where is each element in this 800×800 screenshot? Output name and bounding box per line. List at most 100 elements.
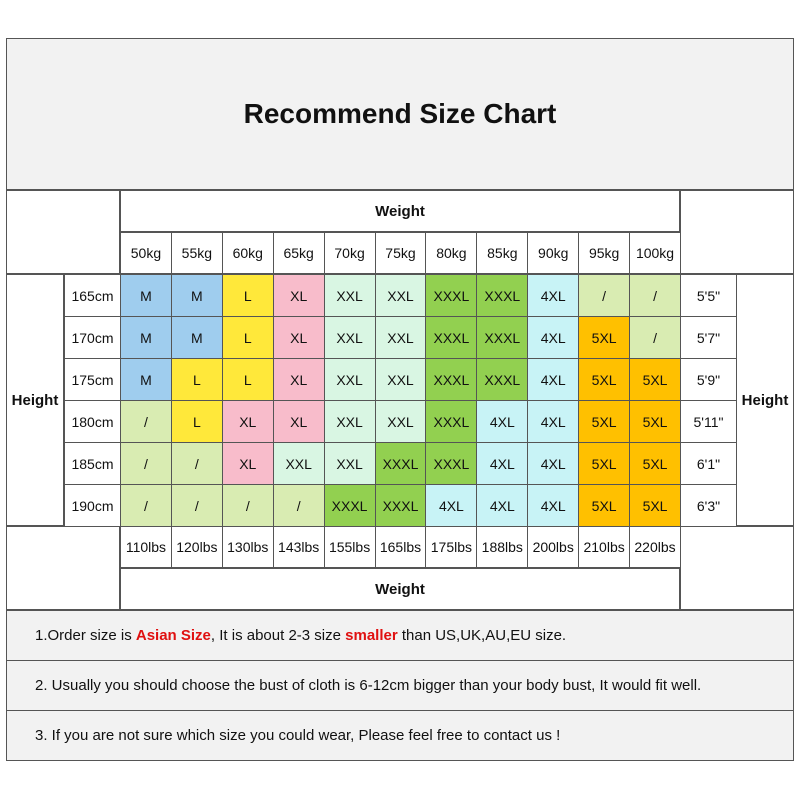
kg-cell: 55kg xyxy=(170,232,223,274)
cm-cell: 175cm xyxy=(64,358,121,401)
size-cell: XXXL xyxy=(374,442,427,485)
size-cell: L xyxy=(221,316,274,359)
size-cell: XXL xyxy=(323,400,376,443)
size-cell: XL xyxy=(221,442,274,485)
note: 2. Usually you should choose the bust of… xyxy=(6,660,794,711)
corner-bottom xyxy=(6,526,120,610)
size-cell: XXL xyxy=(323,316,376,359)
size-cell: 5XL xyxy=(578,442,631,485)
cm-cell: 180cm xyxy=(64,400,121,443)
size-cell: XXL xyxy=(323,358,376,401)
kg-cell: 95kg xyxy=(578,232,631,274)
cm-cell: 165cm xyxy=(64,274,121,317)
size-cell: XXL xyxy=(323,442,376,485)
lbs-cell: 188lbs xyxy=(476,526,529,568)
size-cell: 5XL xyxy=(578,358,631,401)
size-cell: XXL xyxy=(374,316,427,359)
size-cell: 5XL xyxy=(629,484,681,527)
size-cell: 4XL xyxy=(476,484,529,527)
note-text: 1.Order size is xyxy=(35,627,136,644)
size-cell: / xyxy=(629,274,681,317)
size-cell: / xyxy=(120,400,172,443)
corner-right xyxy=(680,190,794,274)
size-cell: 4XL xyxy=(476,400,529,443)
corner-bottom-right xyxy=(680,526,794,610)
note-text: 2. Usually you should choose the bust of… xyxy=(35,677,702,694)
lbs-cell: 120lbs xyxy=(170,526,223,568)
note-text: than US,UK,AU,EU size. xyxy=(397,627,567,644)
size-cell: XXL xyxy=(323,274,376,317)
size-cell: 4XL xyxy=(425,484,478,527)
size-cell: XXXL xyxy=(425,442,478,485)
size-cell: XXXL xyxy=(425,358,478,401)
cm-cell: 170cm xyxy=(64,316,121,359)
size-cell: XL xyxy=(272,316,325,359)
kg-cell: 70kg xyxy=(323,232,376,274)
size-cell: / xyxy=(221,484,274,527)
kg-cell: 80kg xyxy=(425,232,478,274)
size-cell: 4XL xyxy=(527,274,580,317)
lbs-cell: 210lbs xyxy=(578,526,631,568)
lbs-cell: 220lbs xyxy=(629,526,681,568)
lbs-cell: 200lbs xyxy=(527,526,580,568)
size-cell: / xyxy=(120,484,172,527)
kg-cell: 90kg xyxy=(527,232,580,274)
size-cell: XXXL xyxy=(425,274,478,317)
size-cell: / xyxy=(578,274,631,317)
size-cell: XL xyxy=(272,274,325,317)
lbs-cell: 175lbs xyxy=(425,526,478,568)
size-cell: XXXL xyxy=(476,358,529,401)
size-cell: 5XL xyxy=(629,442,681,485)
size-cell: 5XL xyxy=(578,400,631,443)
lbs-cell: 130lbs xyxy=(221,526,274,568)
size-cell: M xyxy=(120,358,172,401)
size-cell: XXXL xyxy=(425,316,478,359)
lbs-cell: 143lbs xyxy=(272,526,325,568)
kg-cell: 85kg xyxy=(476,232,529,274)
lbs-cell: 165lbs xyxy=(374,526,427,568)
size-cell: / xyxy=(272,484,325,527)
kg-cell: 100kg xyxy=(629,232,681,274)
ft-cell: 6'3" xyxy=(680,484,737,527)
size-cell: 5XL xyxy=(629,358,681,401)
size-cell: 4XL xyxy=(527,316,580,359)
size-cell: L xyxy=(221,358,274,401)
note-text: 3. If you are not sure which size you co… xyxy=(35,727,561,744)
note-text: , It is about 2-3 size xyxy=(210,627,346,644)
size-cell: / xyxy=(629,316,681,359)
corner xyxy=(6,190,120,274)
note: 3. If you are not sure which size you co… xyxy=(6,710,794,761)
size-cell: XXXL xyxy=(323,484,376,527)
height-label-right: Height xyxy=(736,274,794,526)
size-cell: XXXL xyxy=(476,316,529,359)
size-cell: XXL xyxy=(272,442,325,485)
size-cell: / xyxy=(170,442,223,485)
size-cell: 4XL xyxy=(527,442,580,485)
kg-cell: 75kg xyxy=(374,232,427,274)
size-cell: M xyxy=(120,274,172,317)
size-cell: XXL xyxy=(374,400,427,443)
ft-cell: 5'5" xyxy=(680,274,737,317)
size-cell: 5XL xyxy=(578,316,631,359)
size-cell: M xyxy=(170,274,223,317)
size-cell: / xyxy=(170,484,223,527)
ft-cell: 6'1" xyxy=(680,442,737,485)
size-cell: XL xyxy=(272,358,325,401)
size-cell: 4XL xyxy=(476,442,529,485)
note: 1.Order size is Asian Size, It is about … xyxy=(6,610,794,661)
size-cell: / xyxy=(120,442,172,485)
kg-cell: 50kg xyxy=(120,232,172,274)
size-cell: XXL xyxy=(374,358,427,401)
size-cell: M xyxy=(120,316,172,359)
note-text: smaller xyxy=(345,627,398,644)
ft-cell: 5'11" xyxy=(680,400,737,443)
size-cell: M xyxy=(170,316,223,359)
size-cell: XXXL xyxy=(374,484,427,527)
size-cell: XXXL xyxy=(476,274,529,317)
note-text: Asian Size xyxy=(135,627,211,644)
size-cell: 5XL xyxy=(629,400,681,443)
weight-footer: Weight xyxy=(120,568,680,610)
kg-cell: 65kg xyxy=(272,232,325,274)
size-cell: L xyxy=(170,358,223,401)
size-cell: L xyxy=(221,274,274,317)
